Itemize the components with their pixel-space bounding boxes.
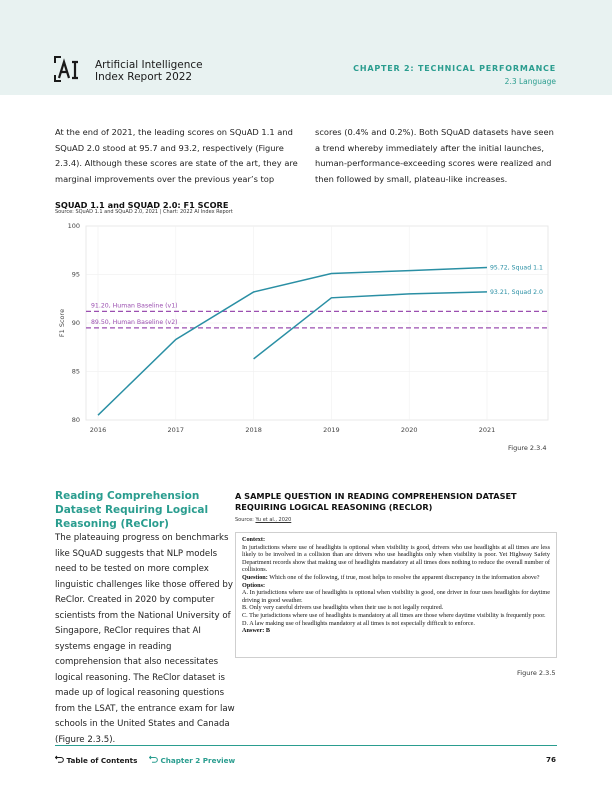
series-end-label: 93.21, Squad 2.0 (490, 289, 543, 296)
y-tick-label: 100 (68, 222, 80, 230)
sample-source: Source: Yu et al., 2020 (235, 517, 291, 523)
question-text: Which one of the following, if true, mos… (269, 573, 540, 581)
option-c: C. The jurisdictions where use of headli… (242, 611, 546, 619)
x-tick-label: 2018 (245, 426, 262, 434)
context-label: Context: (242, 536, 266, 543)
series-line (253, 291, 488, 360)
question-label: Question: (242, 573, 268, 581)
chapter-title: CHAPTER 2: TECHNICAL PERFORMANCE (353, 64, 556, 73)
series-line (97, 266, 488, 416)
table-of-contents-label: Table of Contents (66, 756, 138, 765)
report-title: Artificial Intelligence Index Report 202… (95, 59, 203, 83)
chart-source: Source: SQuAD 1.1 and SQuAD 2.0, 2021 | … (55, 209, 233, 215)
answer-value: B (265, 627, 271, 635)
y-tick-label: 95 (72, 271, 80, 279)
human-baseline-label: 89.50, Human Baseline (v2) (91, 319, 178, 326)
y-tick-label: 80 (72, 416, 80, 424)
f1-score-line-chart: 80 85 90 95 100 2016 2017 2018 2019 2020 2021 F1 Sc… (58, 222, 549, 434)
sample-question-title: A SAMPLE QUESTION IN READING COMPREHENSI… (235, 491, 517, 512)
chapter-preview-link[interactable]: Chapter 2 Preview (149, 755, 235, 765)
series-end-label: 95.72, Squad 1.1 (490, 265, 543, 272)
y-axis-label: F1 Score (58, 309, 66, 337)
x-tick-label: 2016 (90, 426, 107, 434)
page-header (0, 0, 612, 95)
reclor-heading: Reading Comprehension Dataset Requiring … (55, 490, 209, 530)
footer-divider (55, 745, 557, 746)
report-title-line1: Artificial Intelligence (95, 59, 203, 71)
section-title: 2.3 Language (504, 77, 556, 86)
page-number: 76 (545, 755, 556, 764)
option-a: A. In jurisdictions where use of headlig… (242, 589, 550, 604)
figure-label-2-3-5: Figure 2.3.5 (517, 669, 556, 677)
x-tick-label: 2019 (323, 426, 340, 434)
intro-paragraph-right: scores (0.4% and 0.2%). Both SQuAD datas… (315, 127, 554, 184)
report-title-line2: Index Report 2022 (95, 71, 193, 83)
y-tick-label: 85 (72, 368, 80, 376)
sample-source-prefix: Source: (235, 517, 256, 523)
options-label: Options: (242, 581, 266, 589)
x-tick-label: 2020 (401, 426, 418, 434)
reclor-body: The plateauing progress on benchmarks li… (55, 533, 235, 745)
sample-source-link[interactable]: Yu et al., 2020 (255, 517, 292, 523)
table-of-contents-link[interactable]: Table of Contents (55, 755, 137, 765)
chapter-preview-label: Chapter 2 Preview (160, 756, 236, 765)
figure-label-2-3-4: Figure 2.3.4 (508, 444, 547, 452)
chart-title: SQUAD 1.1 and SQUAD 2.0: F1 SCORE (55, 200, 229, 210)
sample-question-box: Context: In jurisdictions where use of h… (235, 532, 557, 658)
option-d: D. A law making use of headlights mandat… (242, 619, 475, 627)
ai-index-logo-icon (54, 56, 78, 82)
context-text: In jurisdictions where use of headlights… (242, 543, 550, 574)
return-arrow-icon (149, 755, 158, 763)
intro-paragraph-left: At the end of 2021, the leading scores o… (55, 127, 298, 184)
y-tick-label: 90 (72, 319, 80, 327)
return-arrow-icon (55, 755, 64, 763)
x-tick-label: 2021 (479, 426, 496, 434)
x-tick-label: 2017 (168, 426, 185, 434)
human-baseline-label: 91.20, Human Baseline (v1) (91, 302, 178, 309)
answer-label: Answer: (242, 627, 265, 635)
option-b: B. Only very careful drivers use headlig… (242, 604, 444, 612)
